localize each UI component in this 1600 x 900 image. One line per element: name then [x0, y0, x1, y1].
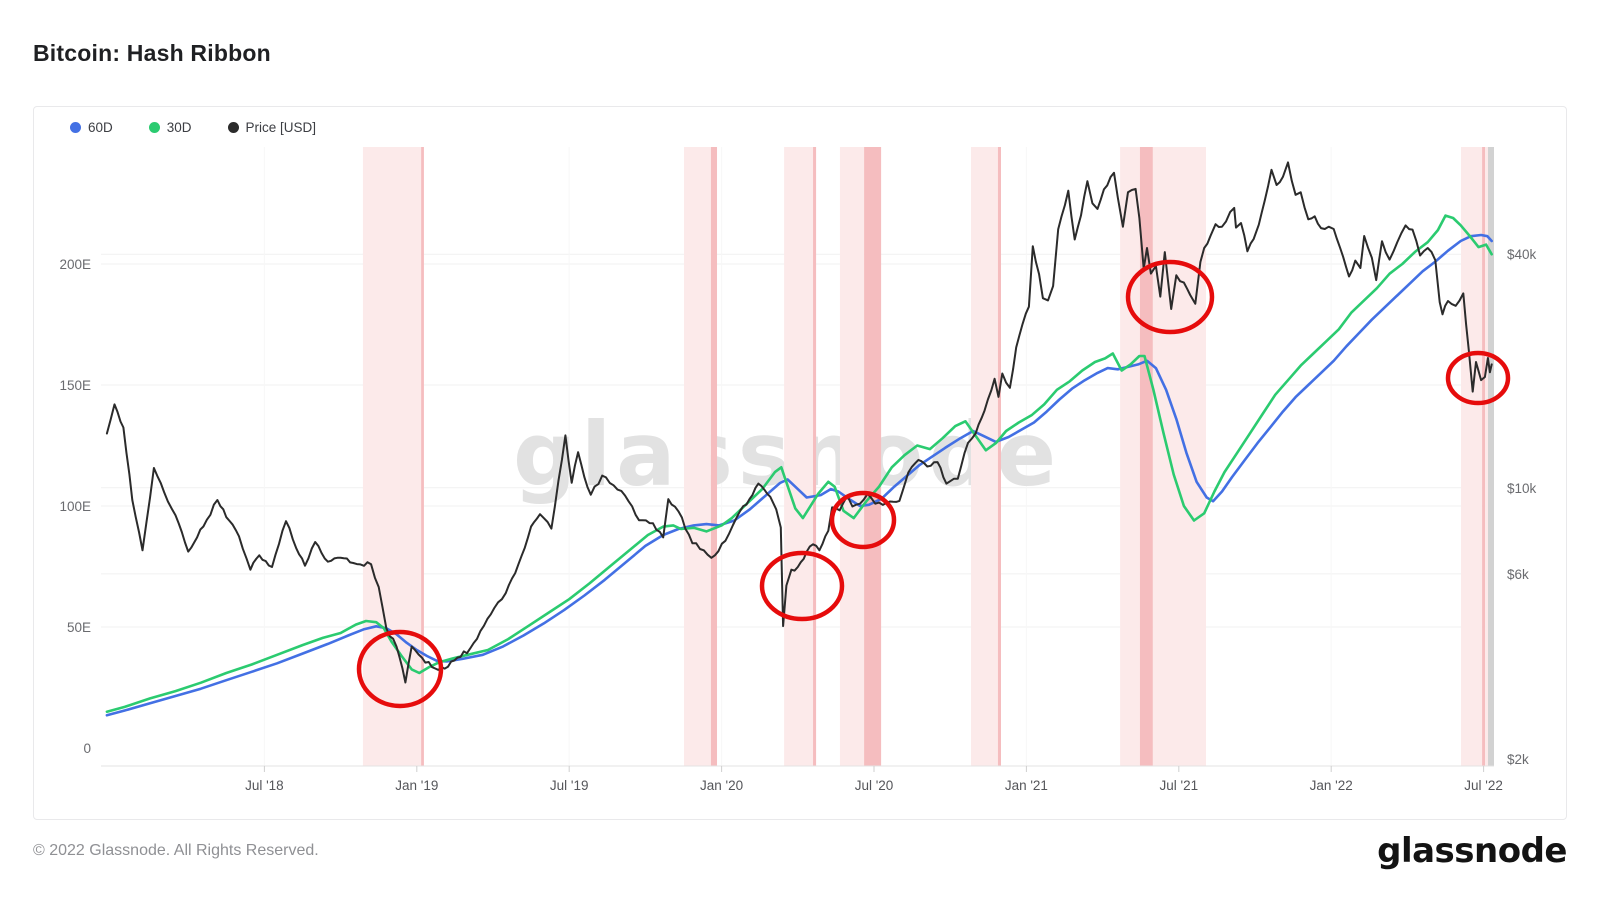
legend-dot-30d-icon: [148, 122, 160, 133]
capitulation-band-light: [971, 147, 998, 766]
x-tick-label: Jul '19: [550, 778, 589, 793]
legend-label-30d: 30D: [166, 120, 192, 135]
x-tick-label: Jan '19: [395, 778, 438, 793]
page-title: Bitcoin: Hash Ribbon: [33, 40, 271, 66]
glassnode-logo: glassnode: [1377, 831, 1567, 871]
legend-label-60d: 60D: [88, 120, 113, 135]
legend-dot-price-icon: [227, 122, 239, 133]
y-tick-label-left: 150E: [59, 378, 91, 393]
chart-legend: 60D 30D Price [USD]: [70, 120, 316, 135]
capitulation-band-light: [1152, 147, 1206, 766]
x-tick-label: Jul '20: [855, 778, 894, 793]
hash-30d-line: [105, 214, 1493, 713]
capitulation-band-light: [362, 147, 422, 766]
x-tick-label: Jan '20: [700, 778, 743, 793]
capitulation-band-dark: [710, 147, 718, 766]
y-tick-label-left: 0: [83, 741, 91, 756]
y-tick-label-left: 50E: [67, 620, 91, 635]
chart-card: 60D 30D Price [USD] glassnodeJul '18Jan …: [33, 106, 1567, 820]
legend-dot-60d-icon: [70, 122, 81, 133]
signal-circle-annotation: [829, 490, 897, 550]
signal-circle-annotation: [759, 550, 845, 622]
hash-60d-line: [105, 233, 1493, 717]
latest-value-bar: [1488, 147, 1494, 766]
capitulation-band-light: [1460, 147, 1483, 766]
signal-circle-annotation: [356, 629, 444, 709]
price-line: [105, 161, 1493, 684]
capitulation-band-dark: [421, 147, 424, 766]
legend-item-price[interactable]: Price [USD]: [227, 120, 317, 135]
legend-item-60d[interactable]: 60D: [70, 120, 113, 135]
legend-item-30d[interactable]: 30D: [148, 120, 192, 135]
y-tick-label-left: 200E: [59, 257, 91, 272]
x-tick-label: Jan '22: [1310, 778, 1353, 793]
y-tick-label-right: $6k: [1507, 567, 1529, 582]
capitulation-band-light: [784, 147, 814, 766]
x-tick-label: Jul '21: [1159, 778, 1198, 793]
capitulation-band-dark: [997, 147, 1001, 766]
x-tick-label: Jul '18: [245, 778, 284, 793]
capitulation-band-light: [839, 147, 865, 766]
y-tick-label-left: 100E: [59, 499, 91, 514]
y-tick-label-right: $10k: [1507, 481, 1537, 496]
signal-circle-annotation: [1125, 259, 1215, 335]
capitulation-band-dark: [1482, 147, 1486, 766]
y-tick-label-right: $40k: [1507, 247, 1537, 262]
signal-circle-annotation: [1445, 350, 1511, 406]
x-tick-label: Jul '22: [1464, 778, 1503, 793]
capitulation-band-light: [684, 147, 711, 766]
capitulation-band-dark: [864, 147, 882, 766]
capitulation-band-dark: [1139, 147, 1153, 766]
copyright-text: © 2022 Glassnode. All Rights Reserved.: [33, 842, 319, 859]
y-tick-label-right: $2k: [1507, 752, 1529, 767]
x-tick-label: Jan '21: [1005, 778, 1048, 793]
footer: © 2022 Glassnode. All Rights Reserved. g…: [33, 822, 1567, 880]
capitulation-band-light: [1120, 147, 1140, 766]
legend-label-price: Price [USD]: [245, 120, 317, 135]
capitulation-band-dark: [813, 147, 817, 766]
